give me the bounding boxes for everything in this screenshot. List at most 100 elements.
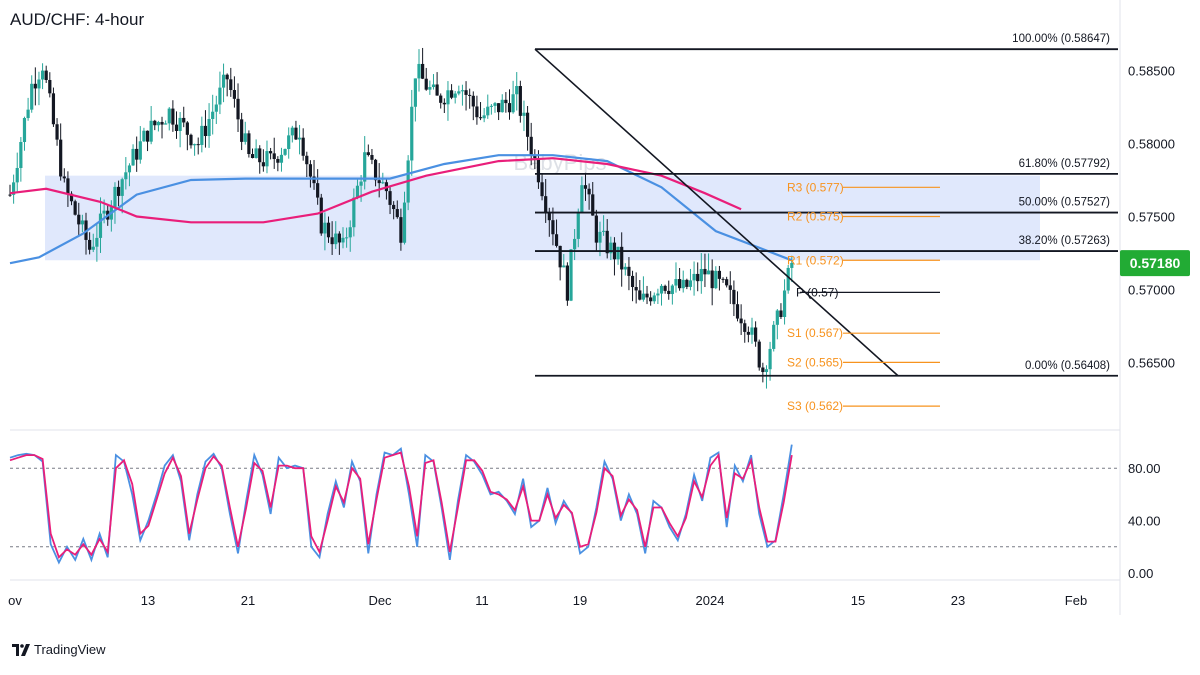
candle-body: [652, 295, 656, 302]
candle-body: [497, 103, 501, 113]
price-tick-label: 0.57500: [1128, 210, 1175, 225]
candle-body: [656, 293, 660, 296]
candle-body: [768, 348, 772, 370]
candle-body: [341, 237, 345, 243]
time-tick-label: 19: [573, 593, 587, 608]
candle-body: [77, 214, 81, 225]
candle-body: [544, 196, 548, 213]
candle-body: [153, 120, 157, 126]
candle-body: [225, 74, 229, 80]
stochastic-pane[interactable]: [9, 444, 1118, 565]
candle-body: [145, 130, 150, 142]
current-price-label: 0.57180: [1130, 255, 1181, 271]
candle-body: [562, 265, 566, 268]
candle-body: [189, 134, 193, 146]
candle-body: [449, 90, 454, 98]
candle-body: [761, 367, 765, 373]
candle-body: [424, 78, 428, 90]
candle-body: [138, 141, 142, 160]
candle-body: [696, 273, 700, 282]
candle-body: [207, 118, 211, 137]
candle-body: [710, 270, 714, 289]
candle-body: [688, 280, 693, 287]
candle-body: [113, 186, 117, 208]
candle-body: [645, 293, 649, 298]
candle-body: [670, 285, 674, 295]
candle-body: [500, 99, 504, 113]
candle-body: [493, 103, 497, 106]
candle-body: [435, 84, 439, 96]
candle-body: [417, 63, 421, 79]
candle-body: [641, 293, 646, 300]
candle-body: [717, 270, 722, 279]
candle-body: [149, 120, 153, 142]
candle-body: [330, 237, 334, 245]
candle-body: [272, 153, 276, 159]
candle-body: [721, 278, 725, 280]
candle-body: [685, 279, 689, 287]
stoch-tick-label: 80.00: [1128, 461, 1161, 476]
candle-body: [73, 201, 77, 215]
candle-body: [59, 139, 63, 177]
fib-label: 50.00% (0.57527): [1019, 197, 1111, 209]
candle-body: [439, 95, 443, 103]
candle-body: [515, 86, 519, 95]
candle-body: [649, 297, 653, 302]
candle-body: [214, 104, 218, 112]
candle-body: [395, 209, 399, 218]
candle-body: [355, 185, 360, 198]
time-tick-label: 11: [475, 593, 489, 608]
candle-body: [573, 238, 577, 250]
time-tick-label: 13: [141, 593, 155, 608]
candle-body: [221, 74, 226, 88]
pivot-label: S2 (0.565): [787, 355, 843, 369]
price-tick-label: 0.58000: [1128, 137, 1175, 152]
candle-body: [211, 111, 215, 119]
candle-body: [583, 185, 588, 189]
candle-body: [26, 109, 30, 119]
stoch-d-line: [9, 451, 793, 559]
candle-body: [431, 84, 436, 88]
sma-slow-line: [9, 157, 742, 224]
candle-body: [250, 154, 255, 158]
candle-body: [131, 148, 135, 166]
candle-body: [326, 222, 331, 238]
candle-body: [616, 246, 620, 260]
candle-body: [22, 118, 27, 143]
candle-body: [243, 133, 247, 142]
candle-body: [279, 154, 284, 163]
candle-body: [525, 112, 530, 137]
candle-body: [142, 130, 146, 142]
candle-body: [160, 121, 164, 125]
candle-body: [370, 155, 374, 160]
candle-body: [55, 124, 59, 140]
candle-body: [591, 194, 595, 216]
candle-body: [402, 202, 407, 243]
candle-body: [659, 285, 664, 294]
candle-body: [663, 285, 667, 291]
candle-body: [678, 279, 682, 289]
tradingview-logo[interactable]: TradingView: [12, 642, 106, 657]
candle-body: [218, 87, 222, 105]
candle-body: [478, 117, 483, 119]
candle-body: [453, 93, 457, 98]
price-tick-label: 0.57000: [1128, 282, 1175, 297]
candle-body: [247, 133, 251, 155]
candle-body: [301, 137, 305, 156]
candle-body: [261, 162, 265, 167]
candle-body: [98, 213, 103, 238]
candle-body: [634, 287, 638, 291]
candle-body: [413, 78, 417, 107]
candle-body: [482, 115, 486, 119]
candle-body: [511, 94, 515, 113]
candle-body: [174, 124, 179, 131]
candle-body: [80, 220, 84, 225]
candle-body: [66, 178, 70, 194]
candle-body: [779, 310, 783, 318]
candle-body: [297, 137, 302, 140]
candle-body: [265, 151, 269, 167]
candle-body: [48, 79, 52, 94]
candle-body: [475, 106, 479, 118]
